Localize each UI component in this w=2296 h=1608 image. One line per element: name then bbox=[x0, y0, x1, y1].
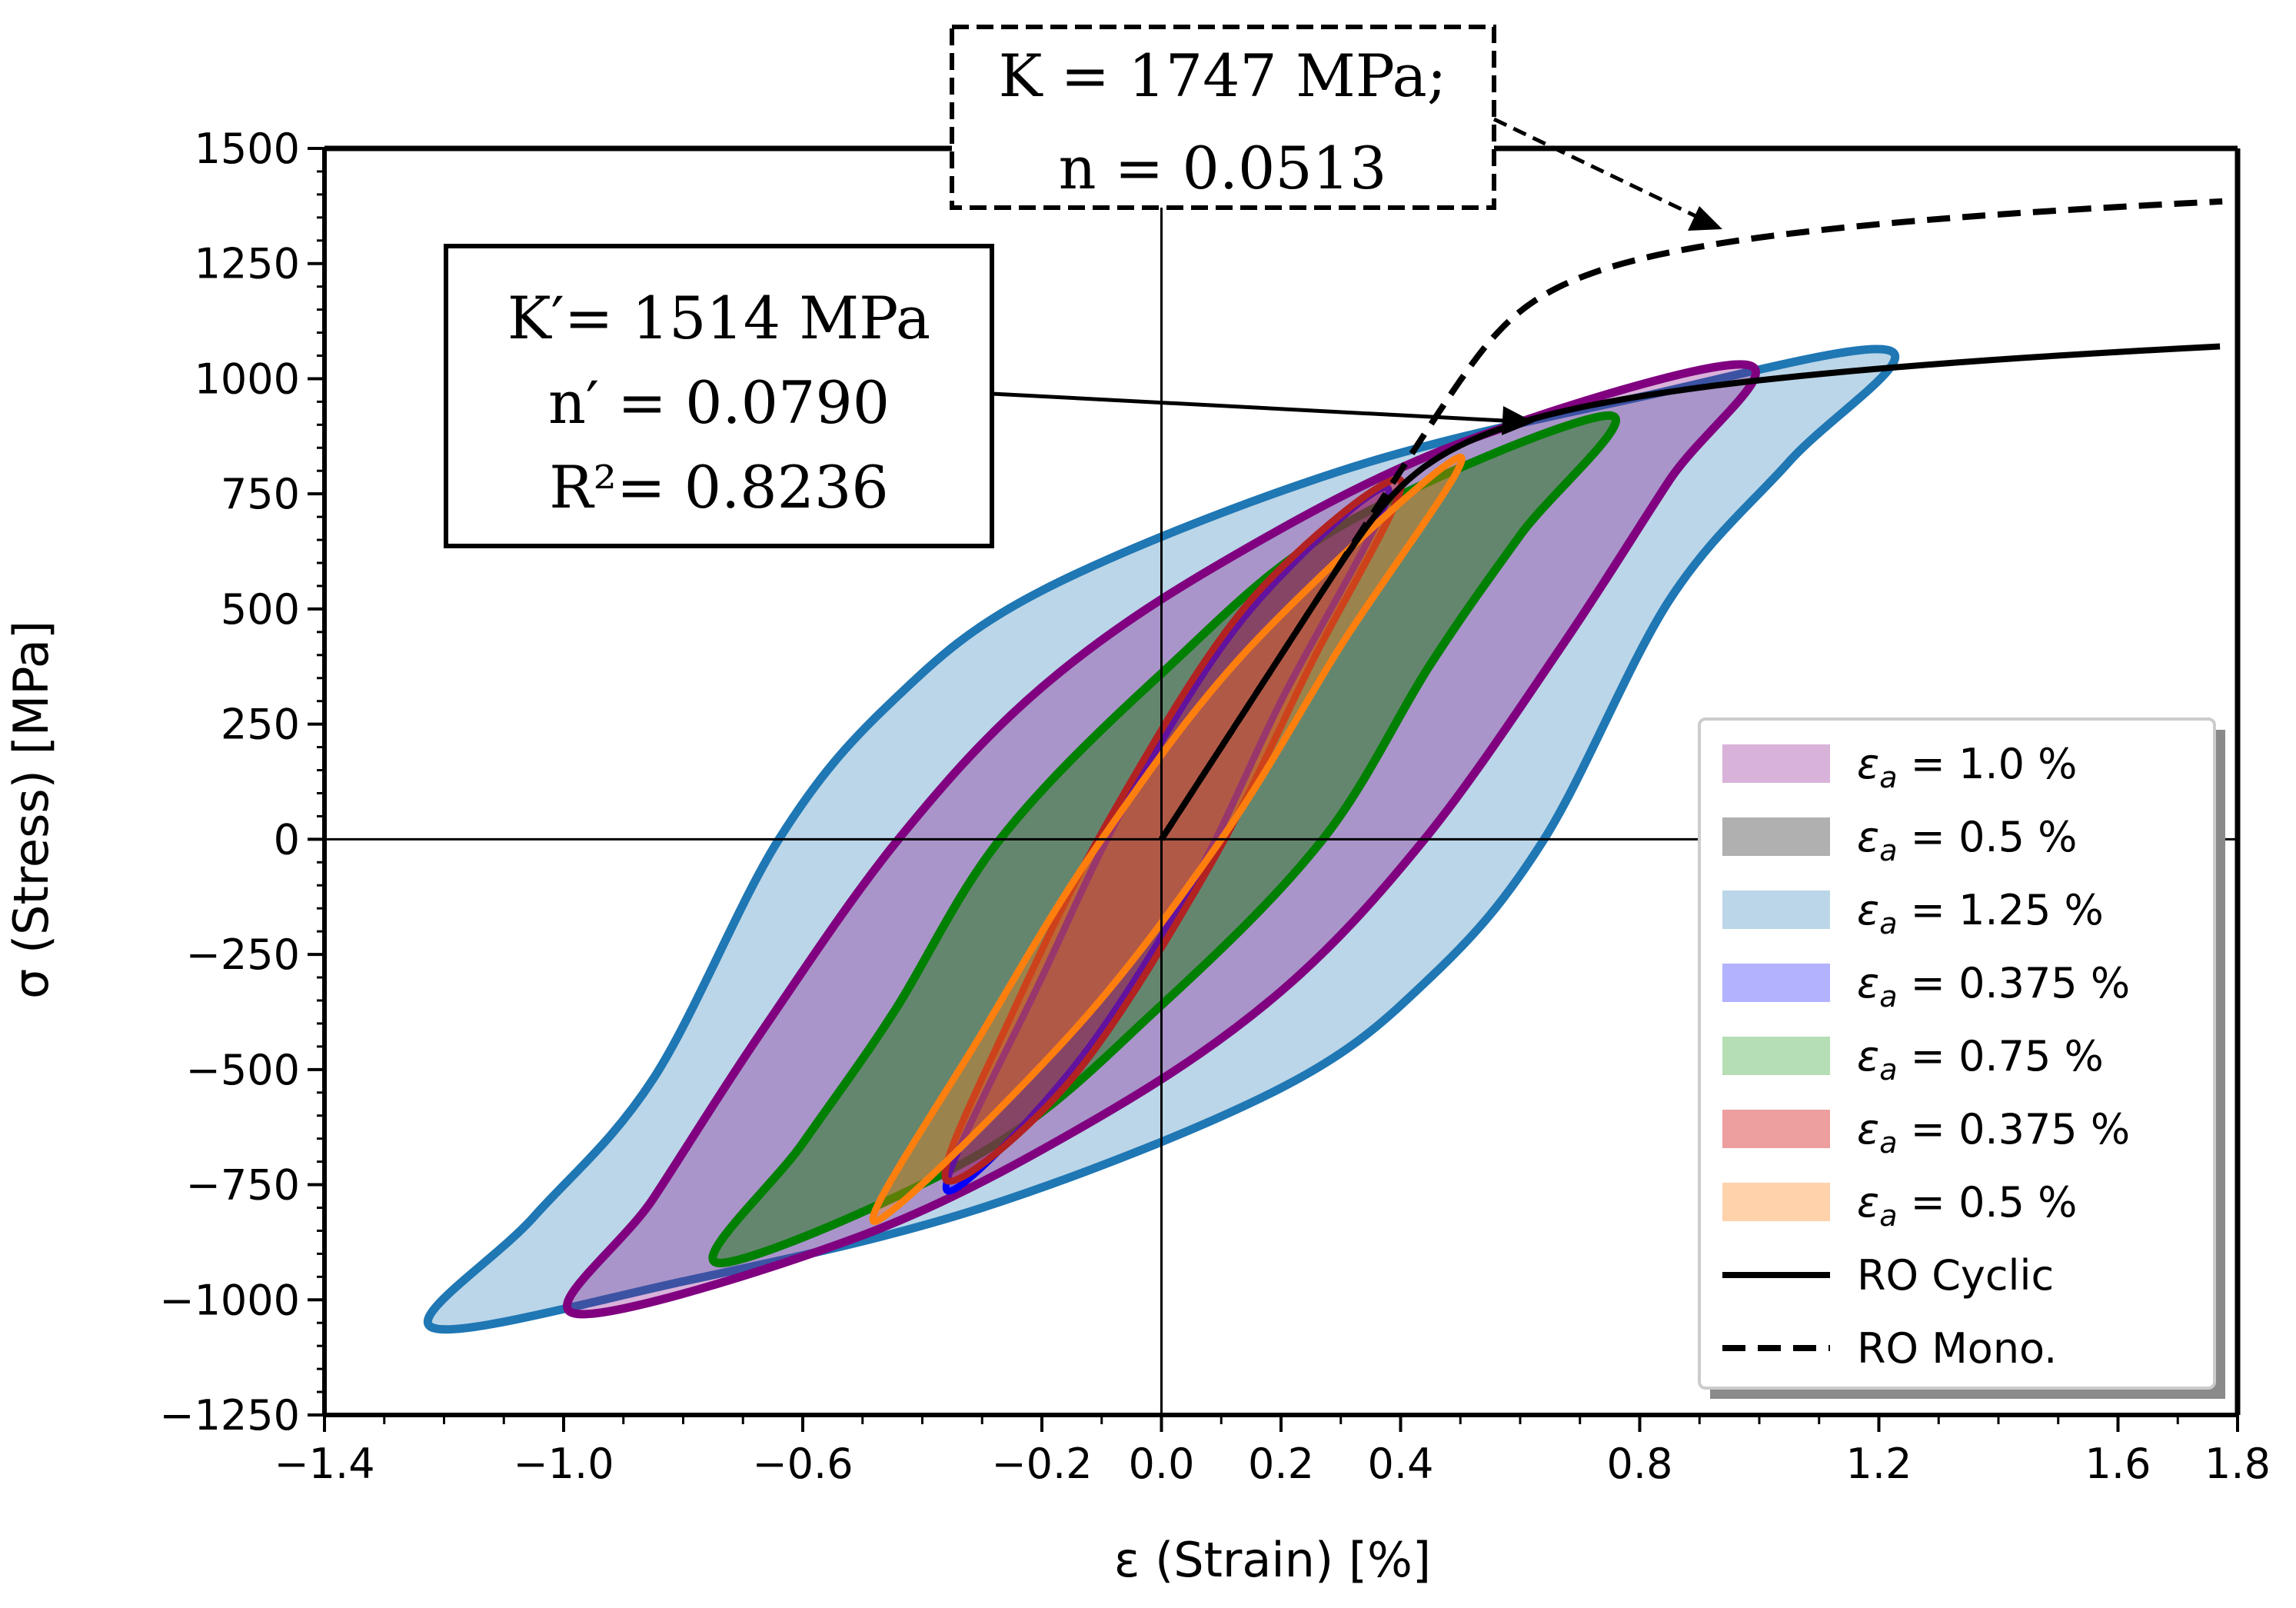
legend-label: εa = 0.5 % bbox=[1857, 1178, 2077, 1233]
cyclic-arrow bbox=[991, 391, 1519, 424]
legend-swatch bbox=[1722, 744, 1830, 783]
cyclic-arrowhead bbox=[1502, 406, 1534, 435]
ro-curves bbox=[1159, 198, 2223, 841]
curve-ro-mono bbox=[1159, 198, 2223, 841]
y-tick-label: −1000 bbox=[159, 1276, 300, 1324]
mono-annotation: K = 1747 MPa; n = 0.0513 bbox=[950, 25, 1722, 231]
cyclic-R2: R²= 0.8236 bbox=[549, 453, 888, 521]
y-tick-label: −750 bbox=[186, 1161, 300, 1210]
legend-swatch bbox=[1722, 1183, 1830, 1221]
legend-swatch bbox=[1722, 891, 1830, 929]
legend-swatch bbox=[1722, 1110, 1830, 1148]
x-tick-label: 1.6 bbox=[2085, 1440, 2151, 1488]
mono-annotation-box bbox=[950, 25, 1496, 210]
legend-label: εa = 0.75 % bbox=[1857, 1032, 2104, 1087]
y-tick-label: 1000 bbox=[195, 355, 300, 403]
x-tick-label: −1.4 bbox=[274, 1440, 374, 1488]
legend-label: RO Mono. bbox=[1857, 1324, 2057, 1373]
y-tick-label: 500 bbox=[221, 585, 300, 634]
y-tick-label: 1500 bbox=[195, 125, 300, 173]
legend-label: εa = 0.375 % bbox=[1857, 959, 2130, 1014]
legend-box bbox=[1698, 717, 2216, 1390]
legend-swatch bbox=[1722, 817, 1830, 856]
x-tick-label: 1.2 bbox=[1846, 1440, 1912, 1488]
cyclic-annotation: K′= 1514 MPa n′ = 0.0790 R²= 0.8236 bbox=[444, 244, 1534, 548]
y-tick-label: 750 bbox=[221, 470, 300, 518]
cyclic-K: K′= 1514 MPa bbox=[507, 284, 930, 352]
legend-swatch bbox=[1722, 1037, 1830, 1075]
y-tick-label: 0 bbox=[274, 815, 300, 864]
y-tick-label: −250 bbox=[186, 931, 300, 979]
cyclic-annotation-box bbox=[444, 244, 994, 548]
legend-swatch bbox=[1722, 964, 1830, 1002]
y-axis-label: σ (Stress) [MPa] bbox=[3, 621, 59, 999]
legend-label: RO Cyclic bbox=[1857, 1251, 2054, 1300]
mono-n: n = 0.0513 bbox=[1059, 134, 1387, 202]
y-tick-label: −1250 bbox=[159, 1391, 300, 1440]
x-tick-label: −0.6 bbox=[752, 1440, 853, 1488]
mono-K: K = 1747 MPa; bbox=[999, 42, 1447, 110]
y-tick-label: −500 bbox=[186, 1046, 300, 1094]
x-tick-label: 0.4 bbox=[1368, 1440, 1434, 1488]
mono-arrowhead bbox=[1688, 206, 1722, 231]
cyclic-n: n′ = 0.0790 bbox=[548, 368, 890, 437]
legend-label: εa = 0.375 % bbox=[1857, 1105, 2130, 1160]
x-tick-label: 0.2 bbox=[1248, 1440, 1314, 1488]
x-tick-label: −1.0 bbox=[513, 1440, 614, 1488]
legend-label: εa = 0.5 % bbox=[1857, 813, 2077, 867]
x-tick-label: 0.0 bbox=[1129, 1440, 1195, 1488]
legend-label: εa = 1.0 % bbox=[1857, 740, 2077, 794]
loop-5 bbox=[941, 475, 1406, 1185]
mono-arrow bbox=[1492, 117, 1709, 224]
x-axis-label: ε (Strain) [%] bbox=[1114, 1532, 1431, 1588]
x-tick-label: −0.2 bbox=[991, 1440, 1092, 1488]
x-tick-label: 1.8 bbox=[2204, 1440, 2271, 1488]
x-tick-label: 0.8 bbox=[1607, 1440, 1673, 1488]
y-tick-label: 250 bbox=[221, 701, 300, 749]
y-tick-label: 1250 bbox=[195, 240, 300, 288]
legend: εa = 1.0 % εa = 0.5 % εa = 1.25 % εa = 0.37… bbox=[1698, 717, 2225, 1399]
legend-label: εa = 1.25 % bbox=[1857, 886, 2104, 940]
